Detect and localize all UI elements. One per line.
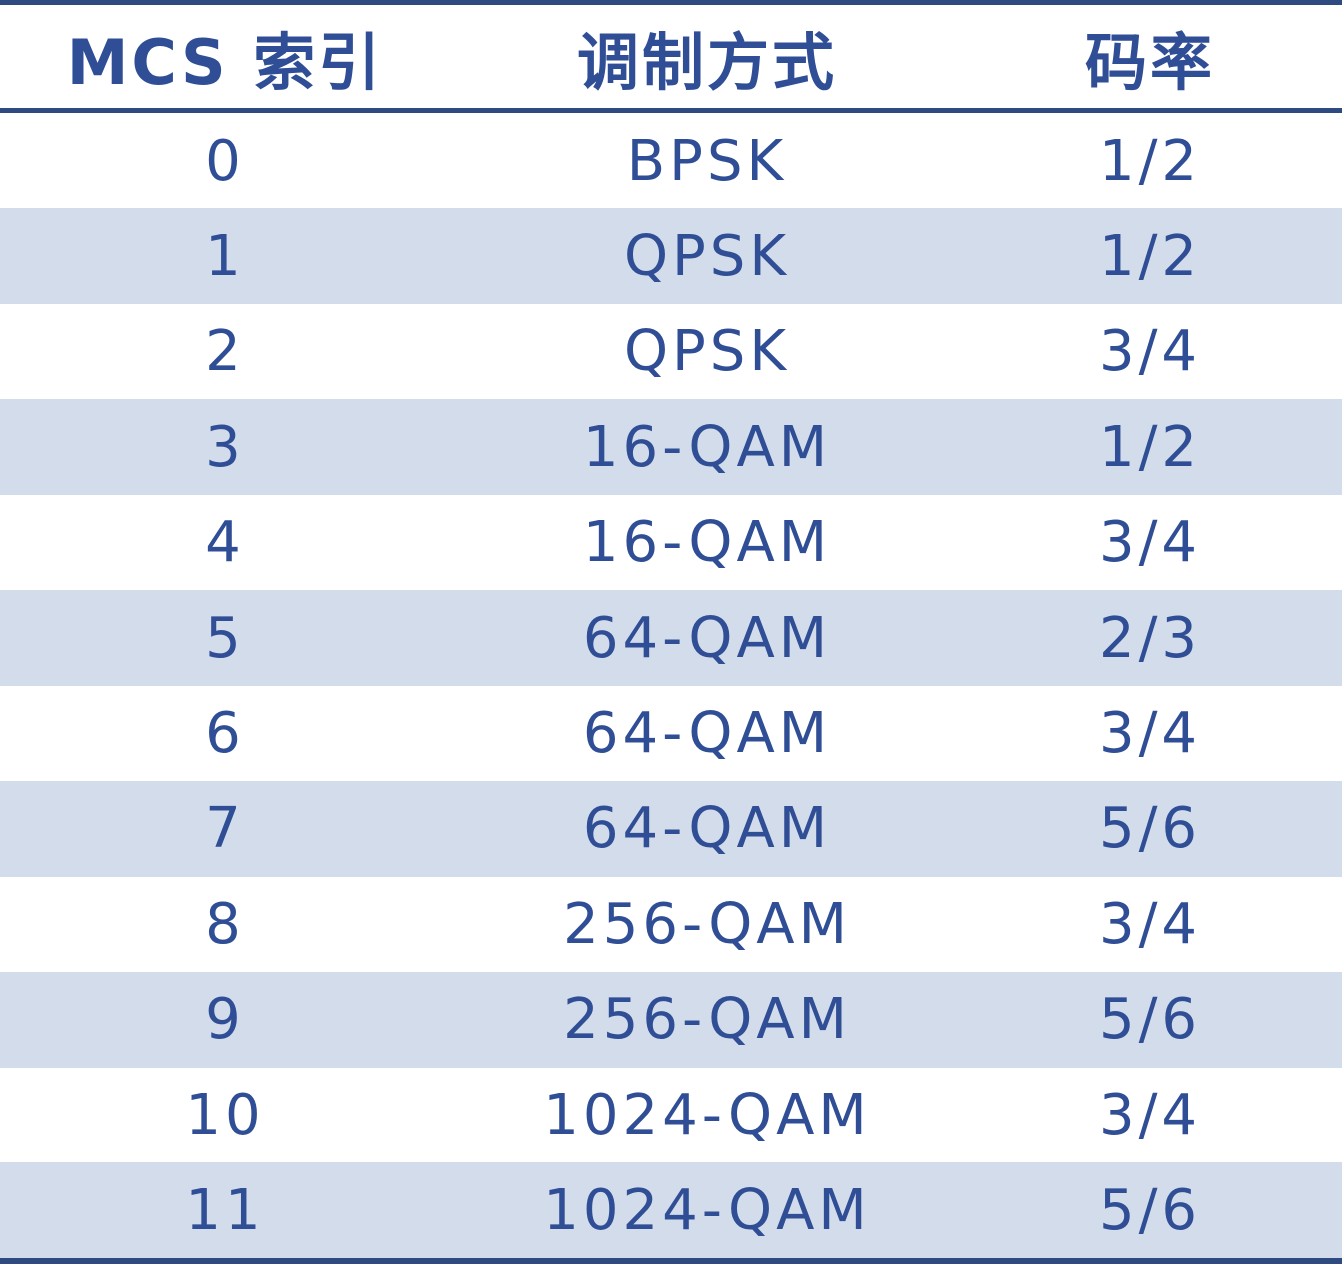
table-row: 5 64-QAM 2/3 <box>0 590 1342 686</box>
code-rate-cell: 2/3 <box>1098 605 1202 671</box>
table-row: 1 QPSK 1/2 <box>0 208 1342 305</box>
table-row: 6 64-QAM 3/4 <box>0 685 1342 781</box>
header-modulation: 调制方式 <box>576 25 838 99</box>
table-bottom-rule <box>0 1258 1342 1264</box>
mcs-index-cell: 3 <box>205 414 245 480</box>
mcs-index-cell: 11 <box>185 1177 265 1243</box>
modulation-cell: 16-QAM <box>582 510 832 576</box>
table-row: 8 256-QAM 3/4 <box>0 876 1342 972</box>
code-rate-cell: 5/6 <box>1098 1177 1202 1243</box>
code-rate-cell: 3/4 <box>1098 891 1202 957</box>
mcs-index-cell: 0 <box>205 128 245 194</box>
modulation-cell: 256-QAM <box>563 987 851 1053</box>
table-row: 10 1024-QAM 3/4 <box>0 1067 1342 1163</box>
code-rate-cell: 5/6 <box>1098 987 1202 1053</box>
mcs-index-cell: 9 <box>205 987 245 1053</box>
modulation-cell: QPSK <box>623 319 791 385</box>
modulation-cell: QPSK <box>623 223 791 289</box>
table-row: 4 16-QAM 3/4 <box>0 495 1342 591</box>
mcs-index-cell: 4 <box>205 510 245 576</box>
code-rate-cell: 1/2 <box>1098 414 1202 480</box>
table-header: MCS 索引 调制方式 码率 <box>0 5 1342 108</box>
modulation-cell: 1024-QAM <box>543 1177 871 1243</box>
mcs-index-cell: 10 <box>185 1082 265 1148</box>
header-mcs-index: MCS 索引 <box>66 25 384 99</box>
mcs-index-cell: 2 <box>205 319 245 385</box>
code-rate-cell: 3/4 <box>1098 510 1202 576</box>
header-rule <box>0 108 1342 113</box>
mcs-index-cell: 7 <box>205 796 245 862</box>
table-row: 0 BPSK 1/2 <box>0 113 1342 209</box>
code-rate-cell: 1/2 <box>1098 128 1202 194</box>
table-row: 7 64-QAM 5/6 <box>0 780 1342 877</box>
modulation-cell: 64-QAM <box>582 605 832 671</box>
modulation-cell: 64-QAM <box>582 796 832 862</box>
table-top-rule <box>0 0 1342 5</box>
modulation-cell: 256-QAM <box>563 891 851 957</box>
table-row: 9 256-QAM 5/6 <box>0 971 1342 1068</box>
mcs-index-cell: 1 <box>205 223 245 289</box>
modulation-cell: 16-QAM <box>582 414 832 480</box>
code-rate-cell: 3/4 <box>1098 319 1202 385</box>
mcs-index-cell: 5 <box>205 605 245 671</box>
modulation-cell: 64-QAM <box>582 700 832 766</box>
table-row: 2 QPSK 3/4 <box>0 304 1342 400</box>
code-rate-cell: 1/2 <box>1098 223 1202 289</box>
mcs-index-cell: 8 <box>205 891 245 957</box>
mcs-index-cell: 6 <box>205 700 245 766</box>
code-rate-cell: 5/6 <box>1098 796 1202 862</box>
modulation-cell: BPSK <box>626 128 788 194</box>
modulation-cell: 1024-QAM <box>543 1082 871 1148</box>
table-row: 11 1024-QAM 5/6 <box>0 1162 1342 1259</box>
header-code-rate: 码率 <box>1084 25 1216 99</box>
code-rate-cell: 3/4 <box>1098 700 1202 766</box>
table-row: 3 16-QAM 1/2 <box>0 399 1342 496</box>
code-rate-cell: 3/4 <box>1098 1082 1202 1148</box>
